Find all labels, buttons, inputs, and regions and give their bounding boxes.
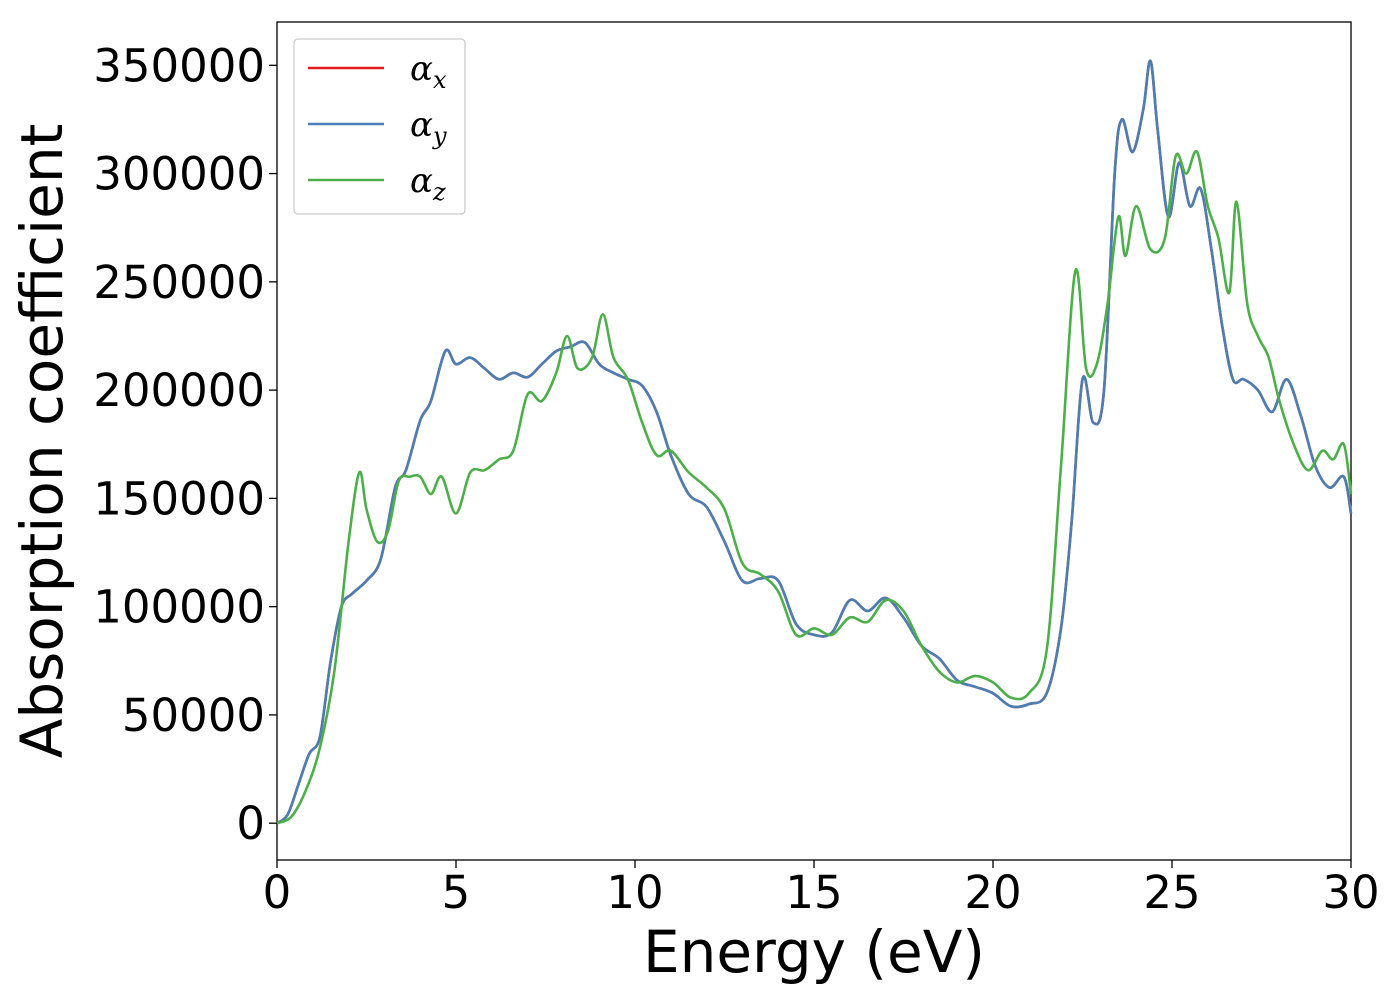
y-tick-label: 250000 xyxy=(93,256,265,309)
y-tick-label: 100000 xyxy=(93,581,265,634)
y-tick-label: 300000 xyxy=(93,148,265,201)
x-axis-ticks: 0 5 10 15 20 25 30 xyxy=(263,860,1380,919)
y-tick-label: 50000 xyxy=(122,689,265,742)
x-tick-label: 5 xyxy=(442,866,471,919)
y-tick-label: 350000 xyxy=(93,39,265,92)
legend-frame xyxy=(293,38,466,215)
y-axis-label: Absorption coefficient xyxy=(8,124,76,759)
x-tick-label: 25 xyxy=(1143,866,1200,919)
legend-label-alpha-y: αy xyxy=(410,105,447,150)
x-tick-label: 10 xyxy=(606,866,663,919)
x-tick-label: 30 xyxy=(1322,866,1379,919)
x-axis-label: Energy (eV) xyxy=(643,918,985,986)
y-tick-label: 200000 xyxy=(93,364,265,417)
series-line-alpha-z xyxy=(276,149,1353,825)
y-tick-label: 150000 xyxy=(93,472,265,525)
series-layer xyxy=(276,59,1353,825)
x-tick-label: 20 xyxy=(964,866,1021,919)
series-line-alpha-y xyxy=(276,59,1353,825)
y-axis-ticks: 0 50000 100000 150000 200000 250000 300000 3500… xyxy=(93,39,277,850)
x-tick-label: 15 xyxy=(785,866,842,919)
y-tick-label: 0 xyxy=(236,797,265,850)
x-tick-label: 0 xyxy=(263,866,292,919)
